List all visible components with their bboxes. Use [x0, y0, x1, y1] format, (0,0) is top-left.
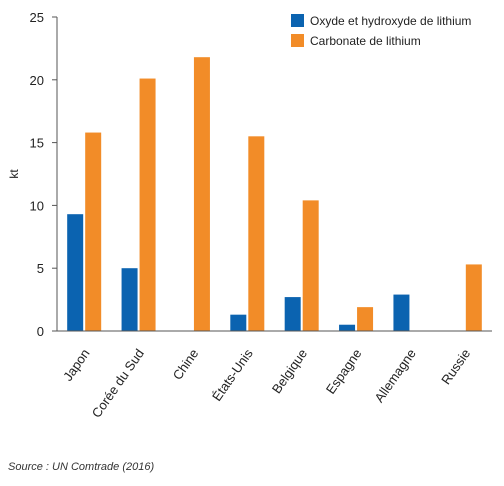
y-tick-label: 10 [30, 198, 44, 213]
x-category-label: Corée du Sud [89, 346, 147, 420]
y-tick-label: 20 [30, 73, 44, 88]
x-category-label: Japon [60, 346, 93, 384]
y-axis-ticks: 0 5 10 15 20 25 [30, 10, 57, 339]
legend-swatch [291, 34, 304, 47]
bar-oxyde-1 [121, 268, 138, 331]
legend: Oxyde et hydroxyde de lithium Carbonate d… [291, 14, 471, 48]
legend-swatch [291, 14, 304, 27]
y-tick-label: 15 [30, 136, 44, 151]
bar-carbonate-2 [193, 57, 210, 331]
bar-carbonate-1 [139, 78, 156, 331]
bar-oxyde-5 [339, 324, 356, 331]
legend-label: Carbonate de lithium [310, 34, 421, 48]
bar-oxyde-0 [67, 214, 84, 331]
bar-oxyde-3 [230, 314, 247, 331]
x-category-label: Belgique [269, 346, 310, 396]
bar-oxyde-6 [393, 294, 410, 331]
bars [67, 57, 482, 331]
x-category-label: États-Unis [209, 346, 256, 404]
x-category-label: Chine [170, 346, 202, 382]
y-axis-title: kt [7, 169, 21, 179]
bar-carbonate-0 [85, 132, 102, 331]
source-note: Source : UN Comtrade (2016) [8, 461, 155, 473]
x-category-label: Espagne [323, 346, 365, 397]
y-tick-label: 0 [37, 324, 44, 339]
bar-carbonate-4 [302, 200, 319, 331]
x-category-label: Allemagne [371, 346, 419, 405]
y-tick-label: 25 [30, 10, 44, 25]
y-tick-label: 5 [37, 261, 44, 276]
x-category-label: Russie [438, 346, 473, 387]
bar-carbonate-3 [248, 136, 265, 331]
bar-carbonate-5 [357, 307, 374, 331]
bar-oxyde-4 [284, 297, 301, 331]
bar-carbonate-7 [465, 264, 482, 331]
legend-label: Oxyde et hydroxyde de lithium [310, 14, 471, 28]
